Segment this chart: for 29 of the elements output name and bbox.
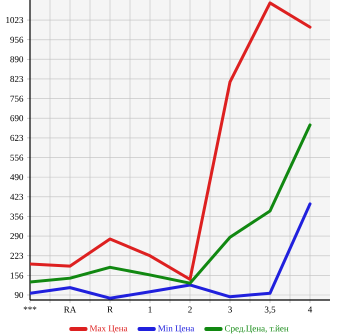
y-tick-label: 90 (14, 292, 24, 298)
y-tick-label: 223 (10, 252, 24, 259)
y-tick-label: 356 (10, 214, 24, 220)
y-tick-label: 956 (10, 36, 24, 43)
x-tick-label: R (107, 306, 113, 312)
x-tick-label: 3 (228, 306, 232, 313)
y-tick-label: 890 (10, 56, 24, 62)
y-tick-label: 756 (10, 96, 24, 102)
y-tick-label: 490 (10, 174, 24, 180)
x-tick-label: *** (24, 306, 36, 310)
line-series (30, 123, 312, 285)
y-tick-label: 156 (10, 272, 24, 279)
x-tick-label: 3,5 (264, 306, 276, 314)
line-series (30, 202, 312, 300)
legend-label: Max Цена (90, 325, 128, 334)
legend-label: Min Цена (158, 325, 194, 334)
line-series (30, 1, 312, 281)
y-tick-label: 690 (10, 115, 24, 122)
y-tick-label: 556 (10, 154, 24, 161)
y-tick-label: 290 (10, 233, 24, 240)
y-tick-label: 623 (10, 134, 24, 141)
x-tick-label: 1 (148, 306, 152, 312)
x-tick-label: 4 (308, 306, 312, 312)
x-tick-label: RA (64, 306, 76, 312)
y-tick-label: 823 (10, 76, 24, 82)
y-tick-label: 423 (10, 194, 24, 200)
legend-label: Сред.Цена, т.йен (224, 325, 289, 334)
y-tick-label: 1023 (6, 16, 24, 24)
x-tick-label: 2 (188, 306, 192, 312)
